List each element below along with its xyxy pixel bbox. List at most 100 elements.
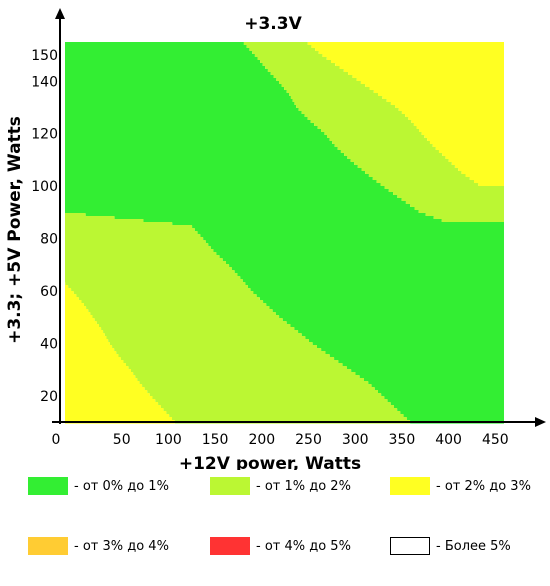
heatmap-cell-lime [425, 213, 504, 217]
heatmap-cell-yellow [65, 309, 89, 313]
legend-item: - Более 5% [390, 536, 511, 556]
legend-item: - от 0% до 1% [28, 476, 169, 496]
legend-label: - от 0% до 1% [74, 478, 169, 494]
heatmap-cell-lime [65, 282, 246, 286]
heatmap-cell-yellow [65, 321, 97, 325]
heatmap-cell-green [305, 336, 504, 340]
heatmap-cell-green [406, 417, 504, 421]
heatmap-cell-lime [380, 183, 479, 187]
y-tick-labels: 20 40 60 80 100 120 140 150 [31, 48, 58, 405]
heatmap-cell-green [65, 87, 285, 91]
heatmap-cell-lime [441, 219, 504, 223]
heatmap-cell-yellow [65, 324, 99, 328]
heatmap-cell-green [65, 57, 258, 61]
heatmap-cell-green [208, 243, 505, 247]
heatmap-cell-green [65, 138, 330, 142]
heatmap-cell-lime [90, 312, 276, 316]
heatmap-cell-green [263, 300, 504, 304]
x-tick-label: 150 [202, 432, 229, 448]
heatmap-cell-yellow [65, 378, 138, 382]
heatmap-cell-yellow [445, 156, 504, 160]
heatmap-cell-lime [99, 324, 291, 328]
x-axis-title: +12V power, Watts [179, 454, 361, 470]
heatmap-cell-lime [270, 72, 349, 76]
heatmap-cell-yellow [382, 96, 504, 100]
heatmap-cell-green [65, 162, 355, 166]
legend-swatch [210, 537, 250, 555]
heatmap-cell-yellow [413, 123, 504, 127]
heatmap-cell-green [355, 372, 504, 376]
heatmap-cell-yellow [65, 339, 109, 343]
heatmap-cell-lime [340, 150, 439, 154]
heatmap-cell-green [203, 237, 504, 241]
heatmap-cell-green [248, 285, 504, 289]
heatmap-cell-lime [265, 66, 340, 70]
heatmap-cell-green [65, 48, 250, 52]
heatmap-cell-yellow [416, 126, 504, 130]
heatmap-cell-green [384, 396, 504, 400]
heatmap-cell-green [213, 249, 504, 253]
heatmap-cell-green [216, 252, 504, 256]
heatmap-cell-lime [68, 285, 248, 289]
heatmap-cell-lime [304, 114, 406, 118]
heatmap-cell-lime [273, 75, 353, 79]
heatmap-cell-yellow [65, 405, 161, 409]
x-axis-arrow [535, 417, 546, 427]
heatmap-cell-green [240, 276, 505, 280]
heatmap-cell-lime [321, 129, 420, 133]
heatmap-cell-green [250, 288, 504, 292]
heatmap-cell-yellow [65, 354, 119, 358]
heatmap-cell-yellow [65, 381, 140, 385]
x-tick-label: 100 [155, 432, 182, 448]
heatmap-cell-green [65, 129, 321, 133]
y-tick-label: 120 [31, 127, 58, 143]
heatmap-cell-green [290, 324, 504, 328]
heatmap-regions [65, 42, 505, 424]
heatmap-cell-green [229, 264, 504, 268]
heatmap-cell-lime [172, 417, 407, 421]
heatmap-cell-green [65, 204, 411, 208]
heatmap-cell-yellow [65, 303, 84, 307]
heatmap-cell-green [65, 96, 291, 100]
heatmap-cell-yellow [429, 141, 504, 145]
heatmap-cell-lime [73, 291, 254, 295]
heatmap-cell-lime [169, 414, 404, 418]
heatmap-cell-lime [144, 387, 375, 391]
heatmap-cell-green [397, 408, 504, 412]
chart-title: +3.3V [244, 14, 302, 34]
heatmap-cell-lime [393, 192, 504, 196]
heatmap-cell-lime [401, 198, 504, 202]
heatmap-cell-green [65, 165, 358, 169]
heatmap-cell-green [65, 177, 373, 181]
heatmap-cell-lime [152, 396, 385, 400]
heatmap-cell-green [346, 366, 504, 370]
heatmap-cell-lime [149, 393, 382, 397]
legend-label: - Более 5% [436, 538, 511, 554]
heatmap-cell-lime [133, 372, 356, 376]
heatmap-cell-green [194, 228, 504, 232]
heatmap-cell-lime [65, 234, 201, 238]
heatmap-cell-lime [94, 318, 283, 322]
heatmap-cell-green [65, 78, 277, 82]
heatmap-cell-green [317, 345, 504, 349]
heatmap-cell-green [338, 360, 504, 364]
heatmap-cell-lime [65, 261, 226, 265]
y-tick-label: 20 [40, 389, 58, 405]
heatmap-cell-lime [103, 330, 299, 334]
heatmap-cell-lime [324, 132, 422, 136]
heatmap-cell-lime [281, 84, 366, 88]
heatmap-cell-green [65, 111, 302, 115]
heatmap-cell-green [266, 303, 504, 307]
heatmap-cell-lime [109, 342, 313, 346]
y-tick-label: 40 [40, 336, 58, 352]
heatmap-cell-yellow [65, 393, 150, 397]
y-tick-label: 100 [31, 179, 58, 195]
heatmap-cell-lime [65, 240, 206, 244]
heatmap-cell-green [309, 339, 504, 343]
heatmap-cell-lime [65, 258, 223, 262]
heatmap-cell-green [65, 93, 290, 97]
heatmap-cell-green [65, 90, 287, 94]
heatmap-cell-green [85, 213, 426, 217]
heatmap-cell-lime [317, 126, 417, 130]
heatmap-cell-lime [84, 303, 267, 307]
